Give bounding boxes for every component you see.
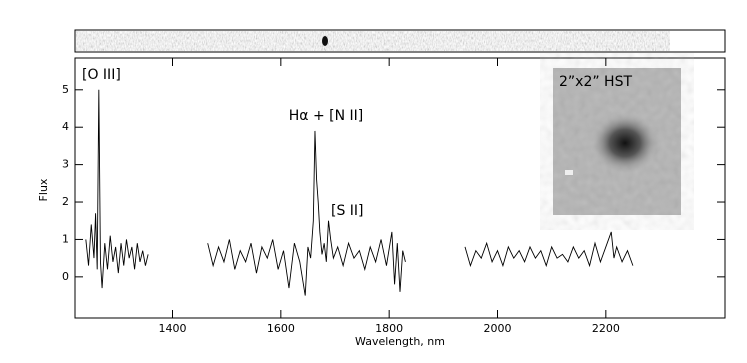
y-tick-label: 1: [62, 232, 69, 245]
y-tick-label: 4: [62, 120, 69, 133]
inset-spot: [565, 170, 573, 175]
y-tick-label: 2: [62, 195, 69, 208]
spectrum-2d-image: [76, 31, 670, 51]
y-tick-label: 0: [62, 270, 69, 283]
x-axis-label: Wavelength, nm: [355, 335, 445, 348]
annotation: Hα + [N II]: [289, 108, 364, 124]
y-tick-label: 3: [62, 158, 69, 171]
y-tick-label: 5: [62, 83, 69, 96]
x-tick-label: 1600: [267, 322, 295, 335]
plot-frame: [74, 57, 726, 319]
inset-label: 2”x2” HST: [559, 74, 632, 90]
x-tick-label: 1800: [375, 322, 403, 335]
x-tick-label: 2200: [592, 322, 620, 335]
galaxy: [591, 113, 659, 173]
x-tick-label: 1400: [159, 322, 187, 335]
annotation: [O III]: [82, 67, 121, 83]
y-axis-label: Flux: [37, 178, 50, 201]
annotation: [S II]: [331, 203, 364, 219]
inset: 2”x2” HST: [553, 68, 681, 215]
spectrum-line: [85, 89, 634, 296]
strip-feature: [322, 36, 328, 46]
x-tick-label: 2000: [484, 322, 512, 335]
